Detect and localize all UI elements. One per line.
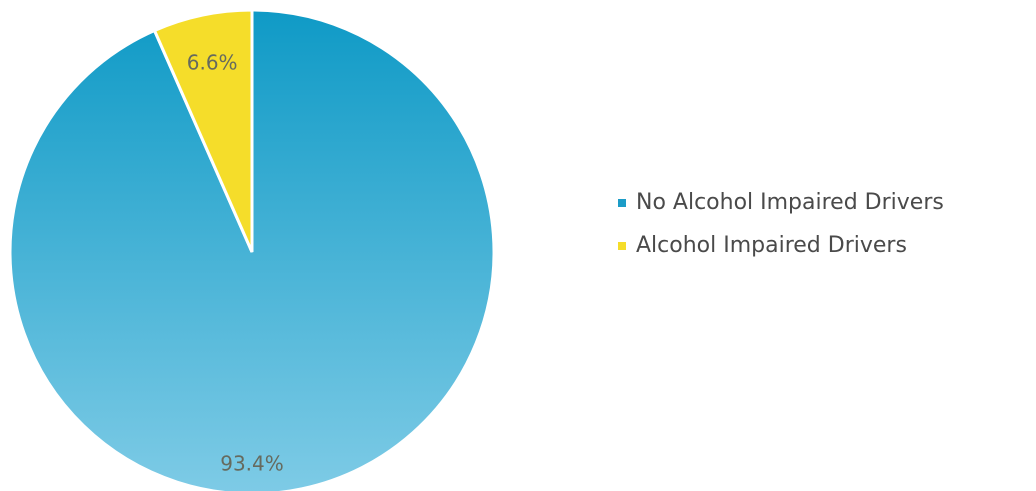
pie-slices [8,8,496,491]
slice-label-no-alcohol: 93.4% [220,452,284,476]
pie-slice-labels: 93.4% 6.6% [187,51,284,476]
pie-slice-alcohol[interactable] [152,8,254,253]
legend-swatch-alcohol [618,241,626,250]
legend-item-no-alcohol[interactable]: No Alcohol Impaired Drivers [618,190,944,215]
legend: No Alcohol Impaired Drivers Alcohol Impa… [618,190,944,258]
slice-label-alcohol: 6.6% [187,51,238,75]
pie-slice-no-alcohol[interactable] [8,8,496,491]
legend-label-no-alcohol: No Alcohol Impaired Drivers [636,190,944,215]
legend-item-alcohol[interactable]: Alcohol Impaired Drivers [618,233,944,258]
legend-label-alcohol: Alcohol Impaired Drivers [636,233,907,258]
legend-swatch-no-alcohol [618,198,626,207]
